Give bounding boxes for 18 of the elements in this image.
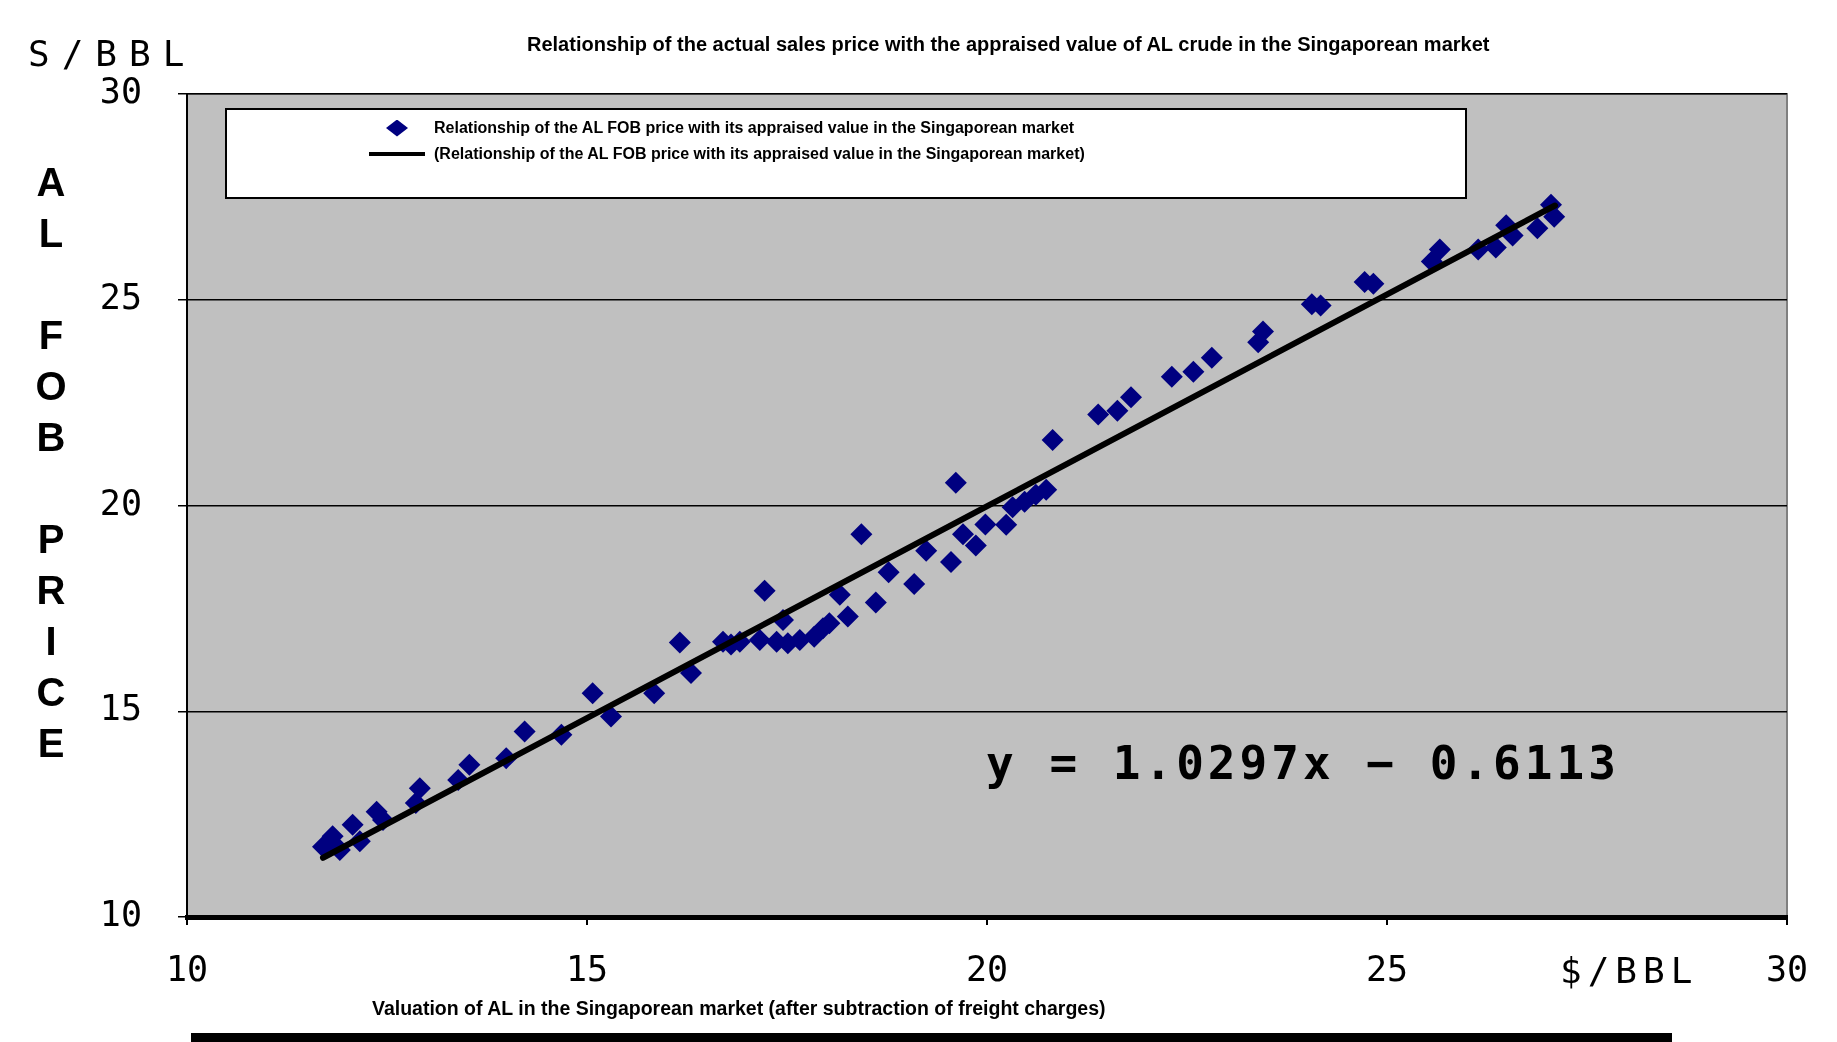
annotation: y = 1.0297x − 0.6113 [986,736,1620,790]
y-tick-label: 30 [99,71,142,112]
legend-label: (Relationship of the AL FOB price with its appraised value in the Singaporean market) [434,144,1085,164]
chart-title: Relationship of the actual sales price with the appraised value of AL crude in the Singaporean market [527,33,1490,56]
x-tick-label: 30 [1765,949,1809,990]
x-tick-label: 15 [565,949,609,990]
y-tick-label: 25 [99,276,142,317]
legend-label: Relationship of the AL FOB price with its appraised value in the Singaporean market [434,118,1075,138]
y-tick-label: 20 [99,482,142,523]
y-axis-title: AL FOB PRICE [29,160,73,772]
text: $/BBL [1560,950,1699,991]
x-tick-label: 25 [1365,949,1409,990]
y-tick-label: 15 [99,688,142,729]
x-axis-title: Valuation of AL in the Singaporean market (after subtraction of freight charges) [372,997,1106,1020]
x-tick-label: 10 [165,949,209,990]
x-tick-label: 20 [965,949,1009,990]
text: S/BBL [28,33,197,74]
y-tick-label: 10 [99,894,142,935]
